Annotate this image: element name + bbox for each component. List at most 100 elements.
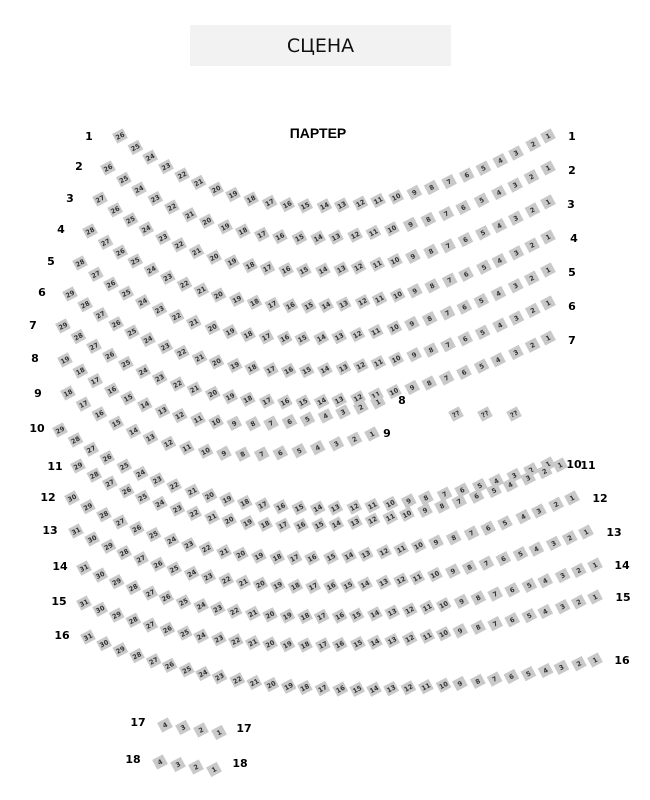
- seat[interactable]: 17: [259, 260, 276, 276]
- seat[interactable]: 9: [406, 283, 423, 299]
- seat[interactable]: 2: [524, 337, 541, 353]
- seat[interactable]: 16: [277, 394, 293, 410]
- seat[interactable]: 20: [208, 354, 225, 370]
- seat[interactable]: 2: [536, 463, 553, 480]
- seat[interactable]: 25: [175, 594, 192, 610]
- seat[interactable]: 4: [317, 408, 334, 424]
- seat[interactable]: 3: [507, 278, 524, 294]
- seat[interactable]: 27: [83, 441, 100, 457]
- seat[interactable]: 6: [455, 199, 472, 216]
- seat[interactable]: 15: [300, 298, 317, 314]
- seat[interactable]: 21: [204, 509, 220, 525]
- seat[interactable]: 7: [451, 493, 468, 510]
- seat[interactable]: 1: [364, 426, 380, 442]
- seat[interactable]: 6: [456, 364, 472, 381]
- seat[interactable]: 4: [491, 218, 508, 234]
- seat[interactable]: 14: [310, 230, 327, 246]
- seat[interactable]: 25: [134, 489, 151, 505]
- seat[interactable]: 5: [474, 324, 491, 341]
- seat[interactable]: 19: [57, 352, 73, 368]
- seat[interactable]: 4: [309, 440, 326, 456]
- seat[interactable]: 25: [117, 355, 134, 372]
- seat[interactable]: 9: [406, 347, 423, 363]
- seat[interactable]: 16: [280, 362, 297, 379]
- seat[interactable]: 26: [108, 316, 125, 332]
- seat[interactable]: 22: [169, 376, 186, 392]
- seat[interactable]: 26: [112, 128, 128, 144]
- seat[interactable]: 5: [475, 225, 491, 241]
- seat[interactable]: 17: [75, 396, 92, 412]
- seat[interactable]: 5: [486, 482, 502, 499]
- seat[interactable]: 13: [333, 261, 350, 277]
- seat[interactable]: 15: [298, 362, 315, 379]
- seat[interactable]: 27: [142, 585, 159, 601]
- seat[interactable]: 18: [60, 385, 76, 401]
- seat[interactable]: 19: [250, 548, 267, 564]
- seat[interactable]: 9: [453, 593, 470, 610]
- seat[interactable]: 1: [540, 128, 556, 144]
- seat[interactable]: 25: [115, 171, 132, 188]
- seat[interactable]: 4: [491, 252, 508, 269]
- seat[interactable]: 10: [435, 625, 452, 642]
- seat[interactable]: 4: [537, 603, 554, 620]
- seat[interactable]: 1: [587, 557, 603, 573]
- seat[interactable]: 15: [291, 500, 308, 516]
- seat[interactable]: 28: [72, 255, 88, 271]
- seat[interactable]: 11: [364, 497, 381, 514]
- seat[interactable]: 23: [211, 669, 228, 685]
- seat[interactable]: 22: [164, 199, 180, 215]
- seat[interactable]: 8: [421, 375, 438, 391]
- seat[interactable]: 4: [488, 473, 505, 489]
- seat[interactable]: 6: [454, 482, 471, 498]
- seat[interactable]: 10: [208, 414, 224, 430]
- seat[interactable]: 27: [133, 551, 149, 567]
- seat[interactable]: 14: [317, 361, 333, 378]
- seat[interactable]: 30: [64, 490, 80, 506]
- seat[interactable]: 26: [158, 589, 175, 606]
- seat[interactable]: 26: [112, 244, 129, 260]
- seat[interactable]: 11: [419, 628, 436, 644]
- seat[interactable]: 12: [352, 358, 369, 374]
- seat[interactable]: 20: [206, 249, 222, 265]
- seat[interactable]: 29: [108, 607, 125, 623]
- seat[interactable]: 12: [346, 499, 363, 515]
- seat[interactable]: 11: [370, 355, 387, 371]
- seat[interactable]: 1: [206, 761, 222, 778]
- seat[interactable]: 2: [523, 270, 540, 286]
- seat[interactable]: 11: [393, 541, 410, 557]
- seat[interactable]: 9: [404, 379, 421, 396]
- seat[interactable]: 3: [520, 470, 536, 486]
- seat[interactable]: 27: [97, 234, 114, 250]
- seat[interactable]: 13: [335, 360, 352, 376]
- seat[interactable]: 14: [316, 198, 333, 214]
- seat[interactable]: 25: [176, 625, 193, 641]
- seat[interactable]: 11: [382, 509, 399, 525]
- seat[interactable]: 11: [409, 570, 426, 586]
- seat[interactable]: 7: [441, 272, 458, 288]
- seat[interactable]: 5: [476, 259, 492, 275]
- seat[interactable]: 1: [211, 724, 227, 741]
- seat[interactable]: 10: [388, 351, 405, 367]
- seat[interactable]: 21: [190, 174, 207, 191]
- seat[interactable]: 5: [521, 577, 538, 593]
- seat[interactable]: 16: [282, 298, 299, 314]
- seat[interactable]: 20: [204, 319, 221, 336]
- seat[interactable]: 21: [184, 483, 201, 499]
- seat[interactable]: 17: [87, 373, 104, 389]
- seat[interactable]: 10: [435, 597, 452, 613]
- seat[interactable]: 19: [222, 323, 238, 340]
- seat[interactable]: 12: [350, 259, 367, 275]
- seat[interactable]: 10: [384, 221, 400, 237]
- seat[interactable]: 2: [352, 399, 369, 415]
- seat[interactable]: 14: [367, 606, 383, 622]
- seat[interactable]: 30: [96, 635, 112, 652]
- seat[interactable]: 15: [295, 394, 312, 410]
- seat[interactable]: ??: [477, 406, 493, 422]
- seat[interactable]: 23: [149, 472, 166, 488]
- seat[interactable]: 4: [492, 317, 508, 333]
- seat[interactable]: 31: [76, 560, 92, 576]
- seat[interactable]: 16: [91, 406, 108, 422]
- seat[interactable]: 24: [152, 495, 168, 512]
- seat[interactable]: 7: [487, 586, 504, 602]
- seat[interactable]: 7: [478, 555, 495, 571]
